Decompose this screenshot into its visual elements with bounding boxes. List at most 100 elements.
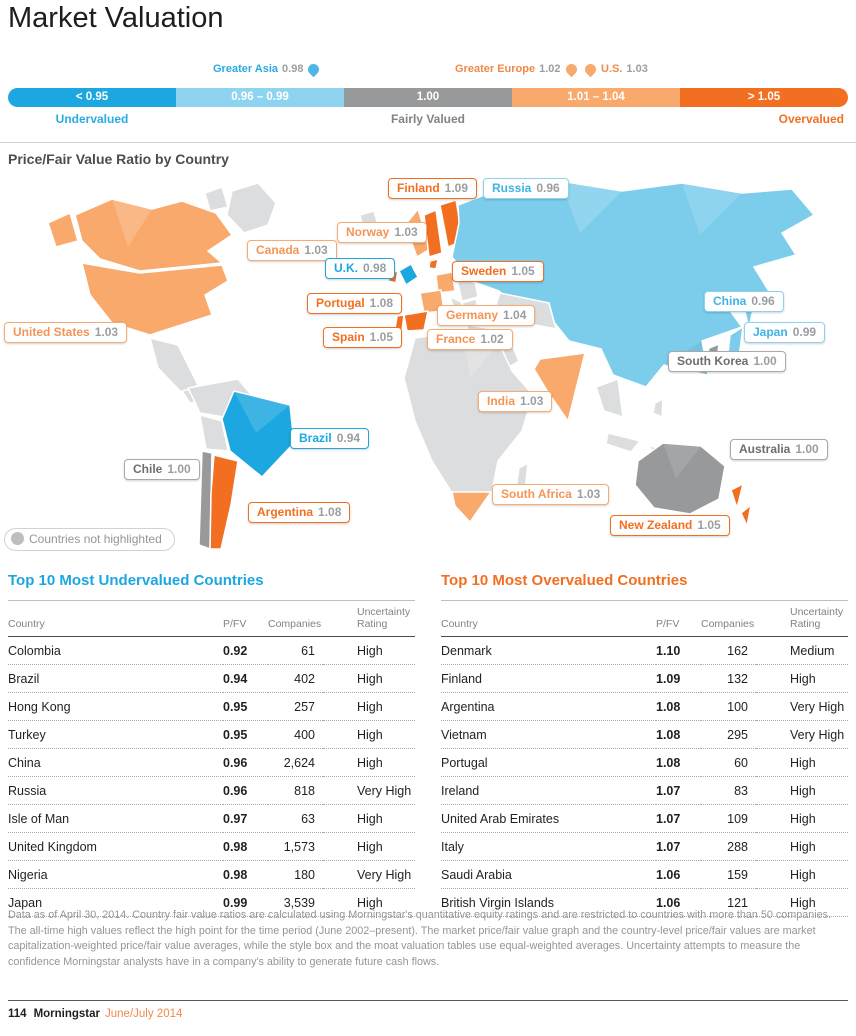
map-region-new-zealand-south <box>740 504 752 527</box>
companies-cell: 400 <box>268 720 323 749</box>
map-facet <box>682 183 742 235</box>
table-row: Italy 1.07 288 High <box>441 832 848 861</box>
pfv-cell: 1.07 <box>656 832 701 861</box>
undervalued-table-title: Top 10 Most Undervalued Countries <box>8 572 264 589</box>
table-row: Nigeria 0.98 180 Very High <box>8 860 415 889</box>
marker-greater-asia: Greater Asia 0.98 <box>213 61 324 81</box>
map-region-india <box>533 352 586 422</box>
scale-segment-100: 1.00 <box>344 88 512 107</box>
table-row: Japan 0.99 3,539 High <box>8 888 415 917</box>
overvalued-table-body: Denmark 1.10 162 Medium Finland 1.09 132 High Ar… <box>441 636 848 917</box>
companies-cell: 295 <box>701 720 756 749</box>
pfv-cell: 0.97 <box>223 804 268 833</box>
map-region-australia <box>634 442 726 515</box>
pfv-cell: 0.98 <box>223 832 268 861</box>
column-header-companies: Companies <box>701 600 756 637</box>
map-region-argentina <box>209 454 239 550</box>
world-map-area: Finland 1.09 Russia 0.96 Norway 1.03 Canada… <box>0 145 856 573</box>
map-facet <box>663 443 701 478</box>
country-name: Norway <box>346 225 390 239</box>
table-row: Ireland 1.07 83 High <box>441 776 848 805</box>
pfv-cell: 0.96 <box>223 776 268 805</box>
rating-cell: High <box>756 804 848 833</box>
marker-label: U.S. <box>601 63 623 75</box>
companies-cell: 83 <box>701 776 756 805</box>
undervalued-table-body: Colombia 0.92 61 High Brazil 0.94 402 High Hong … <box>8 636 415 917</box>
pfv-cell: 1.09 <box>656 664 701 693</box>
scale-segment-101-104: 1.01 – 1.04 <box>512 88 680 107</box>
country-name: South Korea <box>677 354 749 368</box>
country-value: 1.09 <box>444 181 469 195</box>
map-section-title: Price/Fair Value Ratio by Country <box>8 151 229 167</box>
country-value: 1.02 <box>480 332 504 346</box>
overvalued-data-table: Country P/FV Companies Uncertainty Ratin… <box>441 600 848 917</box>
companies-cell: 60 <box>701 748 756 777</box>
rating-cell: High <box>756 664 848 693</box>
undervalued-table: Top 10 Most Undervalued Countries Countr… <box>8 572 415 917</box>
country-name: Russia <box>492 181 532 195</box>
country-cell: Ireland <box>441 776 656 805</box>
table-row: Portugal 1.08 60 High <box>441 748 848 777</box>
rating-cell: High <box>323 692 415 721</box>
undervalued-data-table: Country P/FV Companies Uncertainty Ratin… <box>8 600 415 917</box>
table-row: Hong Kong 0.95 257 High <box>8 692 415 721</box>
map-region-new-zealand-north <box>730 483 744 509</box>
brand-name: Morningstar <box>33 1008 101 1020</box>
pfv-cell: 0.95 <box>223 692 268 721</box>
country-name: Japan <box>753 325 788 339</box>
rating-cell: High <box>323 888 415 917</box>
column-header-pfv: P/FV <box>223 600 268 637</box>
rating-cell: High <box>323 720 415 749</box>
companies-cell: 180 <box>268 860 323 889</box>
country-value: 0.98 <box>363 261 387 275</box>
map-region-indonesia <box>605 432 641 453</box>
map-label-portugal: Portugal 1.08 <box>307 293 403 314</box>
column-header-country: Country <box>8 600 223 637</box>
map-pin-icon <box>563 61 579 78</box>
map-pin-icon <box>582 61 599 78</box>
country-cell: Hong Kong <box>8 692 223 721</box>
companies-cell: 121 <box>701 888 756 917</box>
country-value: 0.99 <box>792 325 817 339</box>
rating-cell: High <box>323 636 415 665</box>
companies-cell: 61 <box>268 636 323 665</box>
map-region-brazil <box>221 390 295 478</box>
pfv-cell: 1.07 <box>656 776 701 805</box>
column-header-rating: Uncertainty Rating <box>323 600 415 637</box>
column-header-pfv: P/FV <box>656 600 701 637</box>
country-value: 1.08 <box>318 505 342 519</box>
rating-cell: Very High <box>323 776 415 805</box>
map-region-peru <box>199 414 229 452</box>
caption-fairly-valued: Fairly Valued <box>390 112 466 126</box>
pfv-cell: 0.95 <box>223 720 268 749</box>
table-row: China 0.96 2,624 High <box>8 748 415 777</box>
map-region-south-africa <box>451 491 492 523</box>
column-header-country: Country <box>441 600 656 637</box>
map-label-south-korea: South Korea 1.00 <box>668 351 786 372</box>
table-row: Denmark 1.10 162 Medium <box>441 636 848 665</box>
footnote: Data as of April 30, 2014. Country fair … <box>8 909 832 968</box>
tables-section: Top 10 Most Undervalued Countries Countr… <box>8 572 848 917</box>
table-row: Isle of Man 0.97 63 High <box>8 804 415 833</box>
marker-value: 1.03 <box>626 63 648 75</box>
legend-label: Countries not highlighted <box>29 532 162 546</box>
page-footer: 114 Morningstar June/July 2014 <box>8 1000 848 1020</box>
companies-cell: 100 <box>701 692 756 721</box>
pfv-cell: 1.06 <box>656 860 701 889</box>
map-region-mexico <box>149 337 199 394</box>
country-name: India <box>487 394 516 408</box>
column-header-companies: Companies <box>268 600 323 637</box>
country-cell: Finland <box>441 664 656 693</box>
table-row: Russia 0.96 818 Very High <box>8 776 415 805</box>
pfv-cell: 1.10 <box>656 636 701 665</box>
country-cell: Italy <box>441 832 656 861</box>
companies-cell: 257 <box>268 692 323 721</box>
country-name: Sweden <box>461 264 507 278</box>
pfv-cell: 0.94 <box>223 664 268 693</box>
overvalued-table: Top 10 Most Overvalued Countries Country… <box>441 572 848 917</box>
page-number: 114 <box>8 1008 27 1020</box>
country-cell: Russia <box>8 776 223 805</box>
map-facet <box>560 181 622 233</box>
world-map <box>47 180 815 550</box>
